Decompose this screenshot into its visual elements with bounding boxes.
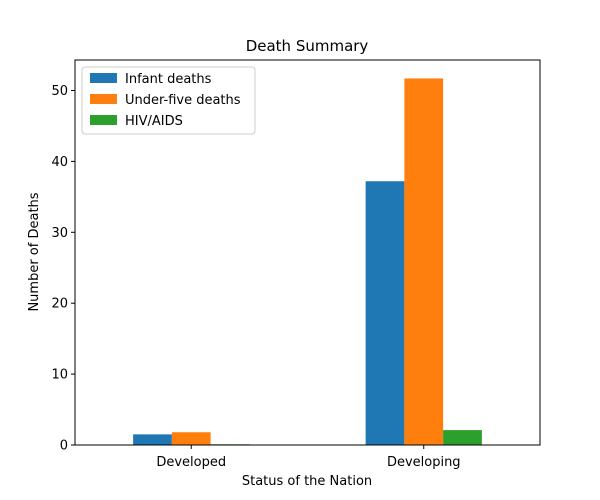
bar-developed-under-five-deaths xyxy=(171,432,211,445)
y-axis-label: Number of Deaths xyxy=(27,192,42,311)
bar-developing-infant-deaths xyxy=(365,181,405,445)
y-tick-label: 0 xyxy=(60,439,68,454)
legend: Infant deaths Under-five deaths HIV/AIDS xyxy=(81,66,256,135)
bar-developing-hiv-aids xyxy=(443,430,482,445)
legend-box xyxy=(81,66,256,135)
bar-developed-infant-deaths xyxy=(133,434,172,445)
y-tick-label: 20 xyxy=(51,297,68,312)
legend-swatch xyxy=(90,73,117,83)
plot-frame xyxy=(74,59,541,446)
legend-swatch xyxy=(90,94,117,104)
chart-title: Death Summary xyxy=(246,37,369,55)
bars-layer xyxy=(133,78,482,445)
y-tick-label: 30 xyxy=(51,226,68,241)
x-tick-label: Developed xyxy=(156,455,226,470)
y-axis: 0 10 20 30 40 50 xyxy=(51,84,75,454)
legend-label: Under-five deaths xyxy=(125,93,241,108)
plot-area: 0 10 20 30 40 50 Developed Developing xyxy=(51,59,541,470)
legend-label: Infant deaths xyxy=(125,72,212,87)
bar-developing-under-five-deaths xyxy=(404,78,444,445)
x-axis-label: Status of the Nation xyxy=(242,474,372,489)
y-tick-label: 10 xyxy=(51,368,68,383)
y-tick-label: 40 xyxy=(51,155,68,170)
y-tick-label: 50 xyxy=(51,84,68,99)
legend-label: HIV/AIDS xyxy=(125,114,183,129)
x-tick-label: Developing xyxy=(387,455,461,470)
legend-swatch xyxy=(90,115,117,125)
x-axis: Developed Developing xyxy=(156,445,461,470)
